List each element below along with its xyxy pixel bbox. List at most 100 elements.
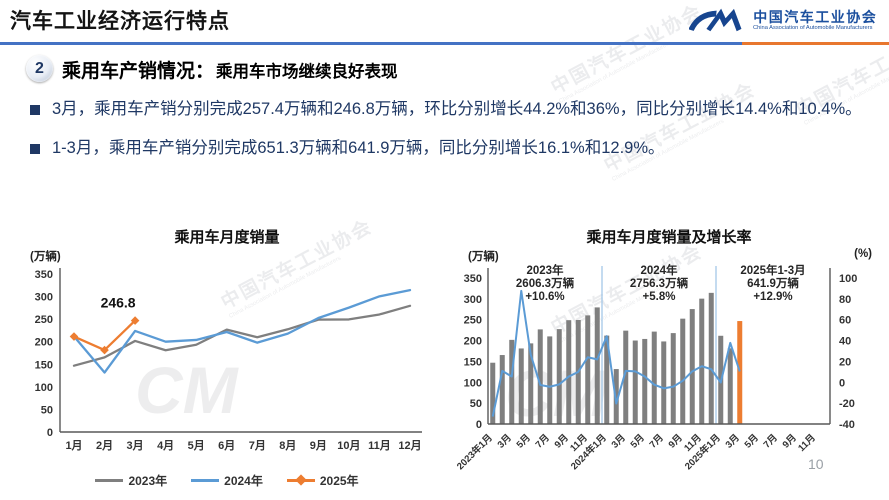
svg-text:3月: 3月 — [127, 439, 144, 452]
svg-text:150: 150 — [464, 356, 482, 368]
chart-title: 乘用车月度销量及增长率 — [586, 229, 752, 246]
svg-text:300: 300 — [464, 294, 482, 306]
x-tick-label: 5月 — [515, 432, 533, 450]
section-heading: 乘用车产销情况： 乘用车市场继续良好表现 — [62, 56, 398, 83]
bar — [632, 340, 638, 424]
underline-blue-segment — [0, 42, 742, 45]
data-point-label: 246.8 — [101, 295, 136, 311]
section-heading-sub: 乘用车市场继续良好表现 — [216, 63, 398, 81]
data-point-marker — [69, 332, 79, 341]
svg-text:0: 0 — [839, 377, 845, 389]
bullet-square-icon — [30, 105, 40, 115]
bullet-square-icon — [30, 143, 40, 154]
svg-text:200: 200 — [35, 337, 53, 349]
bar — [585, 315, 591, 424]
watermark: 中国汽车工业协会 China Association of Automobile… — [547, 1, 707, 105]
svg-text:350: 350 — [35, 269, 53, 281]
legend-label: 2024年 — [224, 474, 263, 488]
x-tick-label: 2023年1月 — [454, 432, 495, 473]
svg-text:50: 50 — [41, 404, 53, 416]
svg-text:1月: 1月 — [65, 439, 82, 452]
legend-line-swatch — [191, 479, 220, 482]
bar — [547, 336, 553, 424]
svg-text:250: 250 — [464, 315, 482, 327]
year-annotation: 2024年 2756.3万辆+5.8% — [630, 264, 689, 303]
svg-text:8月: 8月 — [279, 439, 296, 452]
bar — [594, 307, 600, 424]
caam-logo: 中国汽车工业协会 China Association of Automobile… — [689, 7, 879, 35]
bar — [528, 343, 534, 424]
x-tick-label: 3月 — [496, 432, 514, 450]
x-tick-label: 9月 — [667, 432, 685, 450]
x-tick-label: 3月 — [610, 432, 628, 450]
series-2024年 — [72, 288, 412, 374]
bullet-list: 3月，乘用车产销分别完成257.4万辆和246.8万辆，环比分别增长44.2%和… — [30, 97, 878, 174]
chart-legend: 2023年 2024年 2025年 — [12, 472, 442, 489]
x-tick-label: 5月 — [629, 432, 647, 450]
chart-monthly-sales: 乘用车月度销量 (万辆) 0 50 100 150 200 250 300 350 1月 2月 3月… — [12, 226, 442, 496]
legend-item-2024年: 2024年 — [191, 472, 263, 489]
bullet-item: 1-3月，乘用车产销分别完成651.3万辆和641.9万辆，同比分别增长16.1… — [30, 136, 878, 162]
bar — [604, 335, 610, 424]
x-tick-label: 7月 — [762, 432, 780, 450]
page-number: 10 — [808, 456, 824, 472]
caam-logo-icon — [689, 8, 742, 32]
title-underline — [0, 42, 889, 45]
logo-name-cn: 中国汽车工业协会 — [753, 9, 878, 25]
svg-text:-20: -20 — [839, 398, 855, 410]
x-tick-label: 9月 — [781, 432, 799, 450]
y-axis-unit-label: (万辆) — [30, 251, 61, 263]
svg-text:250: 250 — [35, 314, 53, 326]
bar — [689, 309, 695, 424]
svg-text:60: 60 — [839, 315, 851, 327]
x-tick-label: 7月 — [648, 432, 666, 450]
svg-text:50: 50 — [470, 398, 482, 410]
bar — [661, 341, 667, 424]
x-tick-label: 7月 — [534, 432, 552, 450]
svg-text:7月: 7月 — [249, 439, 266, 452]
bar — [518, 348, 524, 424]
chart-sales-and-growth: 乘用车月度销量及增长率 (万辆) (%) 0 50 100 150 200 250 300 3… — [450, 226, 888, 496]
legend-label: 2025年 — [319, 474, 359, 488]
year-annotation: 2025年1-3月 641.9万辆+12.9% — [740, 264, 805, 303]
svg-text:6月: 6月 — [218, 439, 235, 452]
svg-text:350: 350 — [464, 273, 482, 285]
x-tick-label: 5月 — [743, 432, 761, 450]
x-tick-label: 3月 — [724, 432, 742, 450]
bar — [623, 330, 629, 424]
chart-title: 乘用车月度销量 — [174, 229, 280, 246]
section-heading-main: 乘用车产销情况： — [62, 61, 215, 82]
section-number-badge: 2 — [26, 55, 53, 82]
bar — [670, 333, 676, 424]
underline-orange-segment — [742, 42, 889, 45]
bar — [680, 318, 686, 424]
bullet-text: 1-3月，乘用车产销分别完成651.3万辆和641.9万辆，同比分别增长16.1… — [52, 138, 665, 157]
legend-item-2025年: 2025年 — [286, 472, 359, 489]
left-axis-unit-label: (万辆) — [468, 251, 499, 263]
x-tick-label: 11月 — [796, 432, 818, 454]
svg-text:12月: 12月 — [398, 439, 421, 452]
svg-text:80: 80 — [839, 294, 851, 306]
bar — [708, 292, 714, 424]
bar — [642, 338, 648, 424]
svg-text:10月: 10月 — [337, 439, 360, 452]
svg-text:5月: 5月 — [188, 439, 205, 452]
svg-text:0: 0 — [476, 419, 482, 431]
svg-text:300: 300 — [35, 292, 53, 304]
bar — [699, 298, 705, 424]
svg-text:11月: 11月 — [368, 439, 391, 452]
legend-item-2023年: 2023年 — [95, 472, 167, 489]
svg-text:20: 20 — [839, 356, 851, 368]
year-annotation: 2023年 2606.3万辆+10.6% — [516, 264, 575, 303]
bar — [566, 320, 572, 424]
bar — [651, 331, 657, 424]
svg-text:40: 40 — [839, 336, 851, 348]
bar — [509, 339, 515, 424]
svg-text:0: 0 — [47, 427, 53, 439]
right-axis-unit-label: (%) — [854, 248, 872, 260]
legend-label: 2023年 — [128, 474, 168, 488]
svg-text:2月: 2月 — [96, 439, 113, 452]
bar — [556, 329, 562, 424]
bar — [727, 348, 733, 424]
